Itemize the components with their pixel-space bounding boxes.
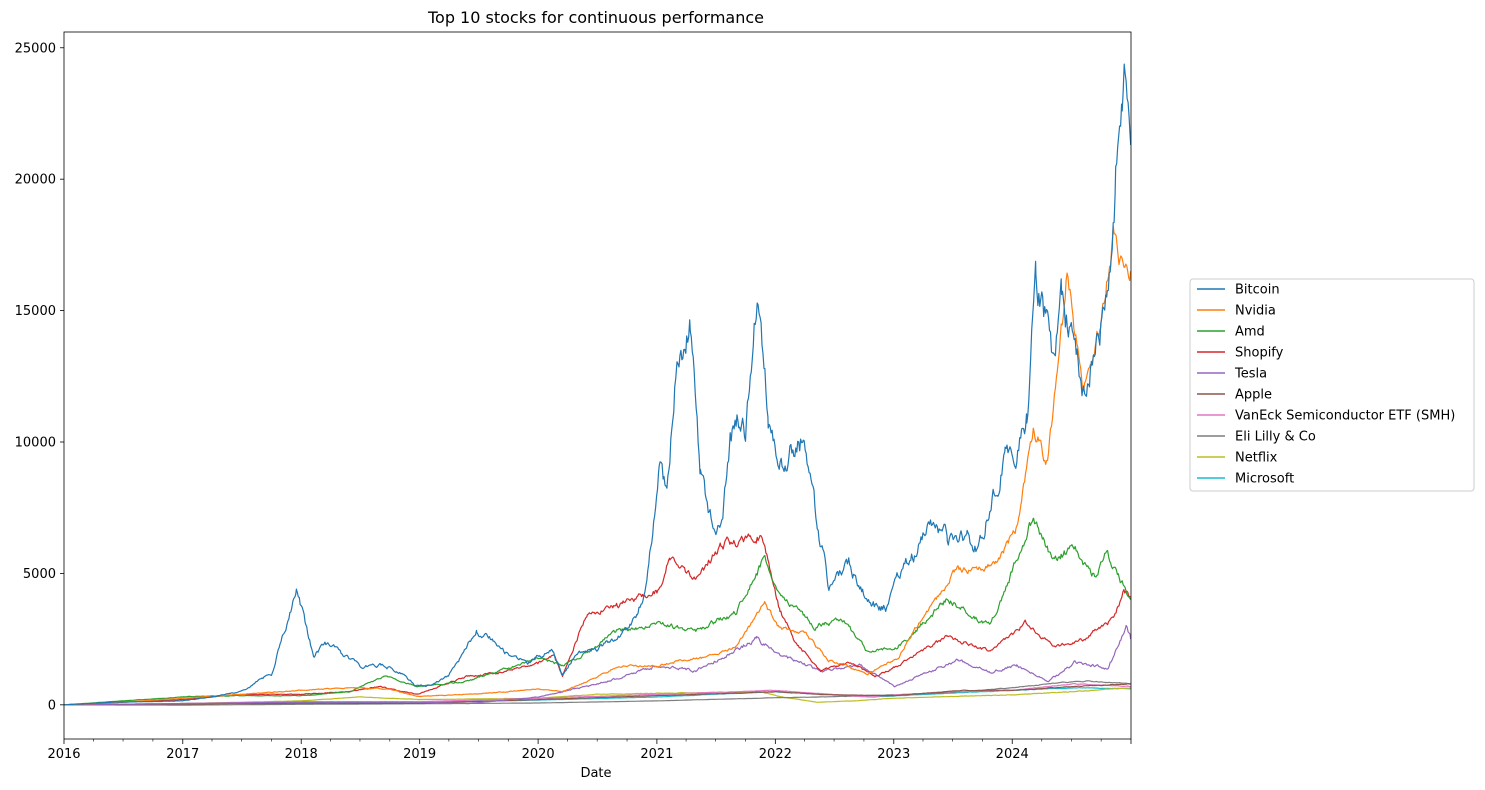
series-line-apple — [64, 683, 1131, 706]
chart-title: Top 10 stocks for continuous performance — [427, 8, 764, 27]
legend-label-netflix: Netflix — [1235, 451, 1278, 466]
plot-area — [63, 31, 1132, 740]
y-axis: 0 5000 10000 15000 20000 25000 — [15, 41, 64, 713]
series-line-bitcoin — [64, 63, 1131, 706]
x-axis-label: Date — [580, 766, 611, 781]
x-tick-label: 2017 — [166, 747, 199, 762]
x-tick-label: 2018 — [285, 747, 318, 762]
legend-label-apple: Apple — [1235, 388, 1272, 403]
y-tick-label: 25000 — [15, 41, 56, 56]
plot-background — [64, 32, 1131, 739]
legend-label-amd: Amd — [1235, 325, 1265, 340]
legend-items: Bitcoin Nvidia Amd Shopify Tesla Apple VanEck … — [1197, 283, 1455, 487]
series-layer — [64, 63, 1131, 706]
legend-label-vaneck-semiconductor-etf-smh: VanEck Semiconductor ETF (SMH) — [1235, 409, 1455, 424]
legend-label-shopify: Shopify — [1235, 346, 1284, 361]
y-tick-label: 20000 — [15, 173, 56, 188]
series-line-tesla — [64, 624, 1131, 706]
y-tick-label: 5000 — [23, 567, 56, 582]
legend-label-tesla: Tesla — [1234, 367, 1267, 382]
legend: Bitcoin Nvidia Amd Shopify Tesla Apple VanEck … — [1189, 278, 1475, 492]
legend-label-microsoft: Microsoft — [1235, 472, 1294, 487]
x-tick-label: 2021 — [640, 747, 673, 762]
y-tick-label: 0 — [48, 698, 56, 713]
x-tick-label: 2024 — [996, 747, 1029, 762]
x-tick-label: 2019 — [403, 747, 436, 762]
legend-label-eli-lilly-co: Eli Lilly & Co — [1235, 430, 1316, 445]
x-tick-label: 2020 — [522, 747, 555, 762]
plot-frame — [63, 31, 1132, 740]
x-axis: 2016 2017 2018 2019 2020 2021 2022 2023 2024 — [47, 739, 1132, 762]
legend-label-bitcoin: Bitcoin — [1235, 283, 1280, 298]
legend-box — [1189, 278, 1475, 492]
x-tick-label: 2016 — [47, 747, 80, 762]
y-tick-label: 15000 — [15, 304, 56, 319]
legend-label-nvidia: Nvidia — [1235, 304, 1276, 319]
x-tick-label: 2022 — [759, 747, 792, 762]
x-tick-label: 2023 — [877, 747, 910, 762]
series-line-amd — [64, 517, 1131, 706]
y-tick-label: 10000 — [15, 436, 56, 451]
series-line-eli-lilly-co — [64, 680, 1131, 706]
series-line-nvidia — [64, 224, 1131, 706]
